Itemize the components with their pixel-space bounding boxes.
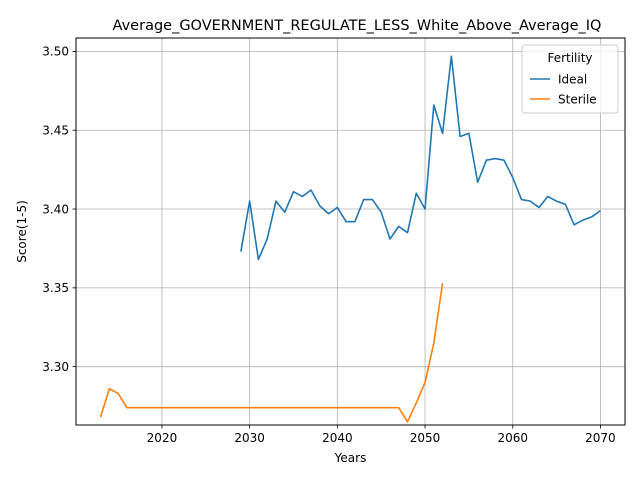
legend: Fertility Ideal Sterile	[521, 44, 619, 114]
legend-label-ideal: Ideal	[558, 73, 587, 87]
x-axis-title: Years	[334, 451, 367, 465]
x-tick-label: 2070	[585, 431, 616, 445]
x-tick-label: 2030	[234, 431, 265, 445]
x-tick-label: 2050	[410, 431, 441, 445]
y-tick-label: 3.35	[42, 281, 69, 295]
legend-title: Fertility	[547, 51, 592, 65]
y-tick-label: 3.45	[42, 124, 69, 138]
x-tick-label: 2060	[497, 431, 528, 445]
chart-title: Average_GOVERNMENT_REGULATE_LESS_White_A…	[113, 18, 602, 34]
plot-frame	[75, 37, 626, 426]
y-axis-title: Score(1-5)	[15, 200, 29, 263]
axis-layer: 2020 2030 2040 2050 2060 2070 3.30 3.35 3.40 3.45…	[42, 45, 615, 445]
x-tick-label: 2020	[147, 431, 178, 445]
y-tick-label: 3.40	[42, 202, 69, 216]
legend-box	[521, 44, 619, 114]
series-line-sterile	[99, 283, 444, 423]
series-layer	[99, 55, 601, 423]
y-tick-label: 3.30	[42, 360, 69, 374]
y-tick-label: 3.50	[42, 45, 69, 59]
x-tick-label: 2040	[322, 431, 353, 445]
series-line-ideal	[240, 55, 601, 261]
legend-label-sterile: Sterile	[558, 93, 597, 107]
